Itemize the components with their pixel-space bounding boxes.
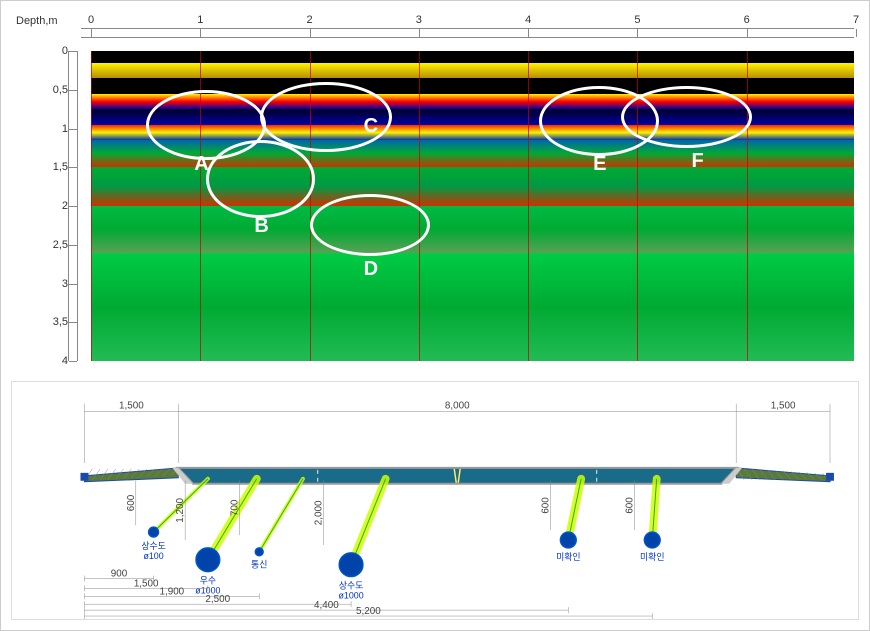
svg-text:1,900: 1,900 xyxy=(159,586,184,597)
svg-text:1,500: 1,500 xyxy=(134,578,159,589)
svg-text:600: 600 xyxy=(625,497,636,514)
gpr-anomaly-label-b: B xyxy=(254,215,268,238)
svg-text:통신: 통신 xyxy=(251,560,267,570)
depth-axis-label: Depth,m xyxy=(16,15,58,27)
svg-text:2,000: 2,000 xyxy=(313,500,324,525)
svg-text:상수도: 상수도 xyxy=(339,580,364,590)
svg-text:2,500: 2,500 xyxy=(205,594,230,605)
cross-section-svg: 1,5008,0001,500상수도ø100우수ø1000통신상수도ø1000미… xyxy=(12,382,858,619)
svg-text:600: 600 xyxy=(126,494,137,511)
gpr-anomaly-label-e: E xyxy=(593,153,606,176)
svg-text:ø1000: ø1000 xyxy=(338,590,363,600)
gpr-radargram: ABCDEF xyxy=(91,51,854,361)
cross-section-panel: 1,5008,0001,500상수도ø100우수ø1000통신상수도ø1000미… xyxy=(11,381,859,620)
svg-text:상수도: 상수도 xyxy=(141,541,166,551)
gpr-anomaly-label-c: C xyxy=(364,115,378,138)
svg-text:600: 600 xyxy=(541,497,552,514)
gpr-anomaly-b xyxy=(206,140,315,218)
svg-text:우수: 우수 xyxy=(200,575,216,585)
gpr-x-ruler xyxy=(81,28,854,38)
gpr-anomaly-label-f: F xyxy=(692,150,704,173)
svg-text:1,200: 1,200 xyxy=(175,498,186,523)
svg-text:미확인: 미확인 xyxy=(556,551,580,562)
svg-text:ø100: ø100 xyxy=(143,551,163,561)
gpr-anomaly-d xyxy=(310,194,430,256)
svg-text:1,500: 1,500 xyxy=(771,401,796,412)
svg-text:8,000: 8,000 xyxy=(445,401,470,412)
gpr-y-ruler xyxy=(68,51,78,361)
svg-text:4,400: 4,400 xyxy=(314,600,339,611)
svg-text:900: 900 xyxy=(111,569,128,580)
gpr-anomaly-f xyxy=(621,86,752,148)
svg-text:5,200: 5,200 xyxy=(356,606,381,617)
svg-text:미확인: 미확인 xyxy=(640,551,664,562)
gpr-anomaly-label-d: D xyxy=(364,258,378,281)
svg-text:700: 700 xyxy=(230,499,241,516)
svg-text:1,500: 1,500 xyxy=(119,401,144,412)
gpr-scan-panel: Depth,m 01234567 00,511,522,533,54 ABCDE… xyxy=(6,6,864,366)
